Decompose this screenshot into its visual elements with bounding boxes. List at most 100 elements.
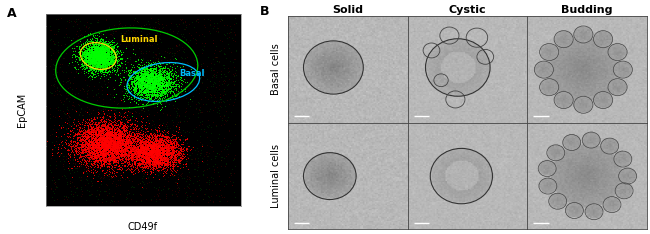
Point [100,70,110,74]
Point [159,148,169,151]
Point [140,83,151,87]
Point [74,151,85,155]
Point [122,152,133,156]
Point [99,138,109,142]
Point [142,78,153,82]
Point [155,161,166,165]
Point [138,78,149,81]
Point [108,148,118,151]
Point [105,132,116,136]
Point [62,147,72,151]
Point [121,128,131,132]
Point [116,162,126,165]
Point [114,133,124,137]
Point [108,131,118,134]
Point [203,154,213,158]
Point [83,51,93,55]
Point [146,136,157,139]
Point [208,41,218,45]
Point [91,50,101,54]
Point [88,171,98,174]
Point [168,144,178,148]
Point [66,46,77,50]
Point [124,136,135,140]
Point [119,150,129,154]
Point [96,49,107,52]
Point [116,138,127,142]
Point [138,81,149,85]
Point [152,128,162,132]
Point [107,151,117,154]
Point [177,65,188,69]
Point [134,150,144,153]
Point [227,180,238,184]
Point [84,62,94,66]
Point [112,150,122,154]
Point [162,152,172,156]
Point [79,127,90,130]
Point [171,87,181,91]
Point [126,140,136,143]
Point [150,139,161,143]
Point [143,145,153,149]
Point [157,136,168,140]
Point [87,55,98,59]
Point [96,61,106,65]
Point [100,56,110,59]
Point [83,75,94,79]
Point [109,156,120,160]
Point [68,120,79,124]
Point [146,156,156,159]
Point [103,49,113,53]
Point [150,84,160,88]
Point [100,70,110,74]
Point [84,130,95,133]
Point [107,133,117,136]
Point [113,150,124,154]
Point [107,133,117,137]
Point [105,55,116,59]
Point [151,82,162,85]
Point [104,149,114,153]
Point [103,135,114,139]
Point [152,88,162,91]
Point [103,84,113,88]
Point [82,37,92,41]
Point [107,145,117,148]
Point [134,147,144,151]
Point [161,84,172,88]
Point [157,156,167,160]
Point [102,53,112,56]
Point [147,144,157,148]
Point [186,147,196,151]
Point [140,33,151,37]
Point [94,141,104,145]
Point [157,129,167,133]
Point [162,126,172,130]
Point [138,86,149,89]
Point [85,53,96,57]
Point [134,78,144,82]
Point [106,135,116,139]
Point [144,154,154,158]
Point [106,47,116,51]
Point [92,43,102,46]
Point [119,154,129,158]
Point [79,51,89,54]
Point [153,90,163,94]
Point [153,165,164,168]
Point [91,53,101,57]
Point [148,77,158,80]
Point [180,162,190,166]
Point [142,77,153,80]
Point [99,127,109,131]
Point [123,149,133,153]
Point [137,160,148,164]
Point [120,144,130,148]
Point [92,48,102,52]
Point [102,63,112,67]
Point [145,67,155,71]
Point [101,138,111,142]
Point [95,64,105,68]
Point [87,145,98,149]
